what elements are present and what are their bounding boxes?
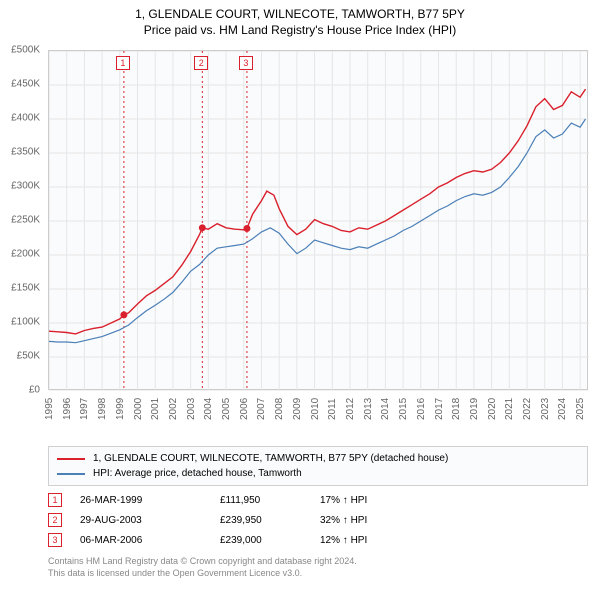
transaction-date: 26-MAR-1999 <box>80 495 220 506</box>
y-axis-tick: £500K <box>11 45 40 56</box>
x-axis-tick: 2016 <box>416 398 427 420</box>
y-axis-tick: £100K <box>11 317 40 328</box>
x-axis-tick: 1997 <box>79 398 90 420</box>
x-axis-tick: 2007 <box>256 398 267 420</box>
x-axis-tick: 2005 <box>221 398 232 420</box>
x-axis-tick: 2002 <box>168 398 179 420</box>
plot-area <box>48 50 588 390</box>
y-axis-tick: £150K <box>11 283 40 294</box>
legend-row: HPI: Average price, detached house, Tamw… <box>57 466 579 481</box>
legend-label: 1, GLENDALE COURT, WILNECOTE, TAMWORTH, … <box>93 453 448 464</box>
y-axis-tick: £50K <box>17 351 40 362</box>
y-axis-tick: £400K <box>11 113 40 124</box>
marker-number-box: 3 <box>239 56 253 70</box>
y-axis-labels: £0£50K£100K£150K£200K£250K£300K£350K£400… <box>0 50 44 390</box>
transaction-row: 3 06-MAR-2006£239,00012% ↑ HPI <box>48 530 588 550</box>
x-axis-tick: 2006 <box>239 398 250 420</box>
x-axis-tick: 2001 <box>150 398 161 420</box>
y-axis-tick: £450K <box>11 79 40 90</box>
x-axis-tick: 2008 <box>274 398 285 420</box>
chart-subtitle: Price paid vs. HM Land Registry's House … <box>0 23 600 43</box>
chart-container: 1, GLENDALE COURT, WILNECOTE, TAMWORTH, … <box>0 0 600 590</box>
x-axis-tick: 2023 <box>540 398 551 420</box>
x-axis-tick: 1995 <box>44 398 55 420</box>
transaction-date: 29-AUG-2003 <box>80 515 220 526</box>
transaction-delta: 12% ↑ HPI <box>320 535 440 546</box>
marker-number-box: 2 <box>194 56 208 70</box>
x-axis-tick: 2010 <box>310 398 321 420</box>
x-axis-tick: 2003 <box>186 398 197 420</box>
y-axis-tick: £350K <box>11 147 40 158</box>
transaction-price: £239,950 <box>220 515 320 526</box>
x-axis-tick: 1996 <box>62 398 73 420</box>
y-axis-tick: £0 <box>29 385 40 396</box>
y-axis-tick: £250K <box>11 215 40 226</box>
x-axis-tick: 2021 <box>504 398 515 420</box>
x-axis-tick: 2014 <box>380 398 391 420</box>
transaction-number-box: 3 <box>48 533 62 547</box>
chart-area: £0£50K£100K£150K£200K£250K£300K£350K£400… <box>48 50 588 410</box>
transaction-delta: 32% ↑ HPI <box>320 515 440 526</box>
x-axis-tick: 2009 <box>292 398 303 420</box>
x-axis-tick: 2017 <box>434 398 445 420</box>
x-axis-tick: 2013 <box>363 398 374 420</box>
legend: 1, GLENDALE COURT, WILNECOTE, TAMWORTH, … <box>48 446 588 486</box>
chart-title: 1, GLENDALE COURT, WILNECOTE, TAMWORTH, … <box>0 0 600 23</box>
transaction-row: 1 26-MAR-1999£111,95017% ↑ HPI <box>48 490 588 510</box>
transaction-date: 06-MAR-2006 <box>80 535 220 546</box>
x-axis-tick: 2000 <box>133 398 144 420</box>
legend-row: 1, GLENDALE COURT, WILNECOTE, TAMWORTH, … <box>57 451 579 466</box>
x-axis-tick: 2004 <box>203 398 214 420</box>
x-axis-tick: 2024 <box>557 398 568 420</box>
x-axis-tick: 2011 <box>327 398 338 420</box>
transaction-number-box: 2 <box>48 513 62 527</box>
x-axis-tick: 2020 <box>487 398 498 420</box>
transaction-delta: 17% ↑ HPI <box>320 495 440 506</box>
x-axis-tick: 2015 <box>398 398 409 420</box>
x-axis-tick: 1998 <box>97 398 108 420</box>
x-axis-tick: 2012 <box>345 398 356 420</box>
x-axis-tick: 2019 <box>469 398 480 420</box>
legend-swatch <box>57 473 85 475</box>
transaction-row: 2 29-AUG-2003£239,95032% ↑ HPI <box>48 510 588 530</box>
transaction-price: £111,950 <box>220 495 320 506</box>
y-axis-tick: £200K <box>11 249 40 260</box>
legend-swatch <box>57 458 85 460</box>
transaction-number-box: 1 <box>48 493 62 507</box>
transactions-table: 1 26-MAR-1999£111,95017% ↑ HPI 2 29-AUG-200… <box>48 490 588 550</box>
x-axis-tick: 2025 <box>575 398 586 420</box>
x-axis-tick: 2022 <box>522 398 533 420</box>
attribution-line: This data is licensed under the Open Gov… <box>48 568 588 580</box>
attribution: Contains HM Land Registry data © Crown c… <box>48 556 588 579</box>
legend-label: HPI: Average price, detached house, Tamw… <box>93 468 302 479</box>
x-axis-tick: 2018 <box>451 398 462 420</box>
x-axis-labels: 1995199619971998199920002001200220032004… <box>48 390 588 430</box>
x-axis-tick: 1999 <box>115 398 126 420</box>
transaction-price: £239,000 <box>220 535 320 546</box>
y-axis-tick: £300K <box>11 181 40 192</box>
marker-number-box: 1 <box>116 56 130 70</box>
attribution-line: Contains HM Land Registry data © Crown c… <box>48 556 588 568</box>
plot-svg <box>49 51 589 391</box>
